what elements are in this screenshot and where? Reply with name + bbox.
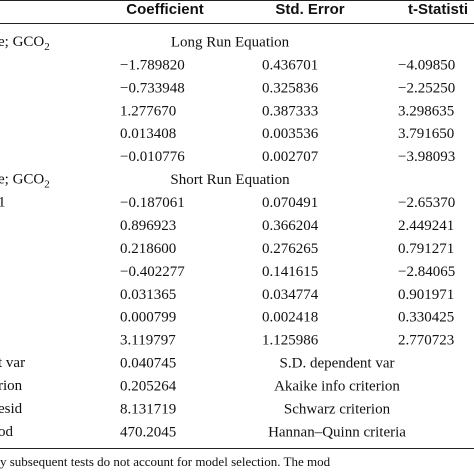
row-label-text: rion xyxy=(0,379,23,395)
row-label: rion xyxy=(0,379,23,395)
stat-label: Akaike info criterion xyxy=(274,379,400,395)
cell: 8.131719 xyxy=(120,401,176,417)
cell: 0.218600 xyxy=(120,241,176,257)
section-title: Short Run Equation xyxy=(170,172,290,188)
cell: −2.65370 xyxy=(398,195,455,211)
row-label-sub: 2 xyxy=(44,41,50,53)
cell: 0.791271 xyxy=(398,241,454,257)
cell: −2.84065 xyxy=(398,264,455,280)
row-label-text: e; GCO xyxy=(0,34,44,50)
cell: 0.034774 xyxy=(262,287,319,303)
cell: 0.205264 xyxy=(120,379,177,395)
row-label-text: esid xyxy=(0,401,23,417)
cell: −0.402277 xyxy=(120,264,185,280)
cell: 0.141615 xyxy=(262,264,318,280)
row-label: e; GCO2 xyxy=(0,172,50,190)
cell: −3.98093 xyxy=(398,149,455,165)
column-header: Coefficient xyxy=(126,1,204,18)
row-label: e; GCO2 xyxy=(0,34,50,52)
cell: 470.2045 xyxy=(120,424,176,440)
cell: 0.387333 xyxy=(262,103,318,119)
cell: 0.040745 xyxy=(120,356,176,372)
cell: 1.277670 xyxy=(120,103,176,119)
cell: −0.187061 xyxy=(120,195,185,211)
cell: 0.276265 xyxy=(262,241,318,257)
cell: 0.896923 xyxy=(120,218,176,234)
cell: 0.002707 xyxy=(262,149,319,165)
row-label: esid xyxy=(0,401,23,417)
section-title: Long Run Equation xyxy=(171,34,290,50)
cell: 0.901971 xyxy=(398,287,454,303)
row-label: 1 xyxy=(0,195,6,211)
column-header: Std. Error xyxy=(275,1,344,18)
cell: 2.449241 xyxy=(398,218,454,234)
cell: 0.330425 xyxy=(398,310,454,326)
cell: 0.002418 xyxy=(262,310,318,326)
cell: 3.298635 xyxy=(398,103,454,119)
row-label: t var xyxy=(0,356,25,372)
cell: 0.070491 xyxy=(262,195,318,211)
cell: −0.733948 xyxy=(120,80,185,96)
row-label-text: od xyxy=(0,424,14,440)
cell: 0.013408 xyxy=(120,126,176,142)
column-header: t-Statisti xyxy=(408,1,468,18)
cell: 3.791650 xyxy=(398,126,454,142)
row-label-text: e; GCO xyxy=(0,172,44,188)
cell: 0.031365 xyxy=(120,287,176,303)
footnote: y subsequent tests do not account for mo… xyxy=(0,454,331,469)
cell: 0.436701 xyxy=(262,57,318,73)
cell: −0.010776 xyxy=(120,149,185,165)
cell: 0.003536 xyxy=(262,126,319,142)
cell: −1.789820 xyxy=(120,57,185,73)
row-label-text: 1 xyxy=(0,195,6,211)
row-label-sub: 2 xyxy=(44,178,50,190)
stat-label: Schwarz criterion xyxy=(284,401,391,417)
cell: −2.25250 xyxy=(398,80,455,96)
row-label-text: t var xyxy=(0,356,25,372)
cell: 2.770723 xyxy=(398,333,454,349)
cell: 3.119797 xyxy=(120,333,176,349)
row-label: od xyxy=(0,424,14,440)
cell: 0.366204 xyxy=(262,218,319,234)
cell: −4.09850 xyxy=(398,57,455,73)
cell: 0.000799 xyxy=(120,310,176,326)
stat-label: S.D. dependent var xyxy=(280,356,395,372)
cell: 0.325836 xyxy=(262,80,319,96)
stat-label: Hannan–Quinn criteria xyxy=(268,424,406,440)
cell: 1.125986 xyxy=(262,333,319,349)
